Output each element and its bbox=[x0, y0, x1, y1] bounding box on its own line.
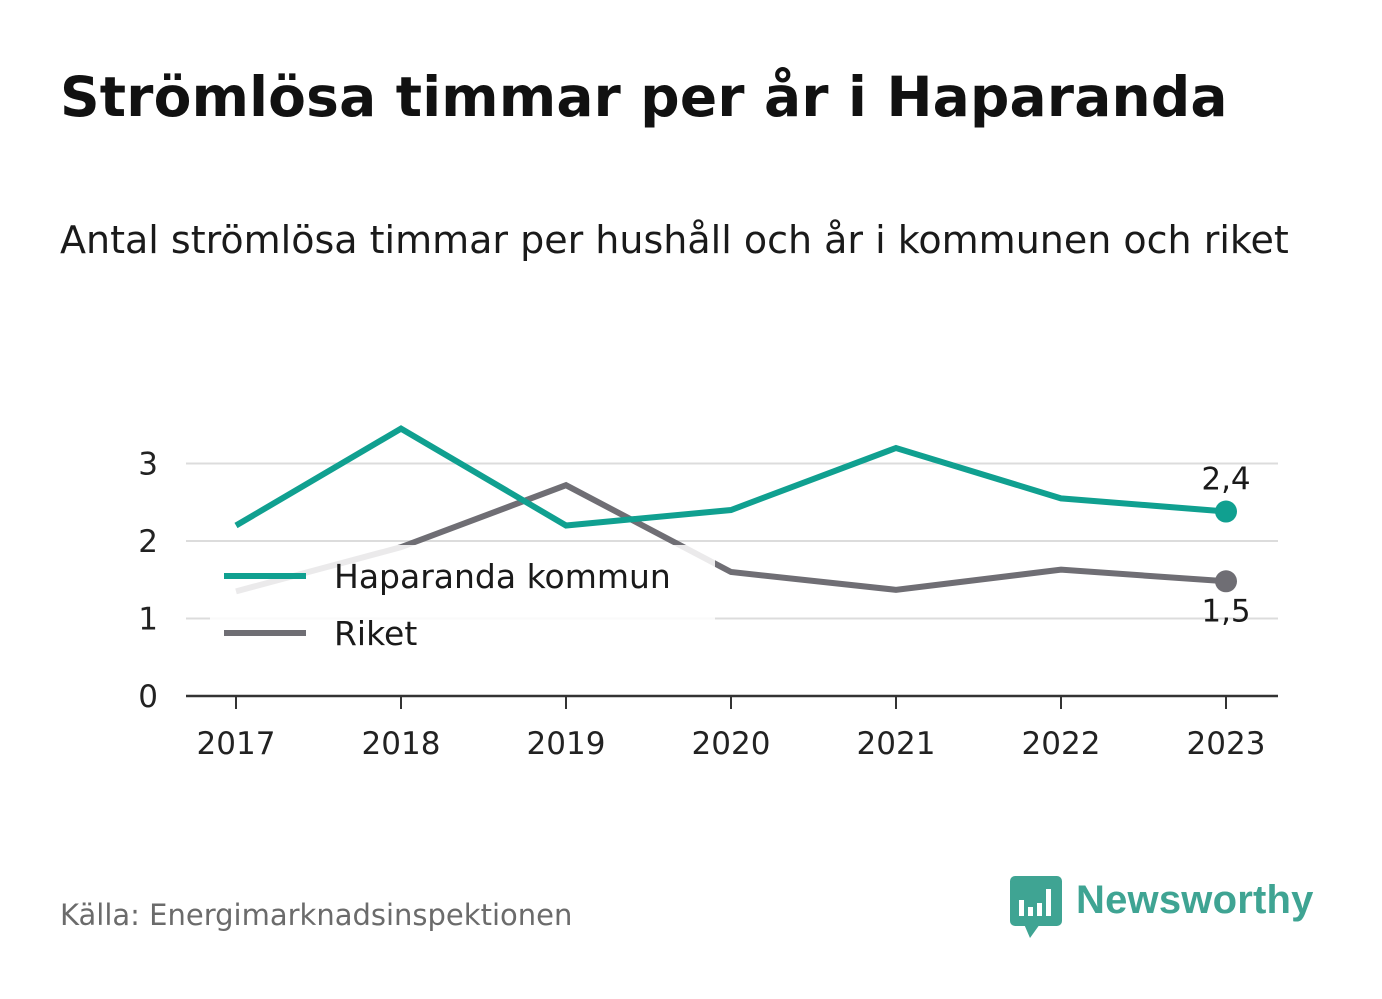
end-value-label: 2,4 bbox=[1201, 462, 1250, 498]
x-tick-label: 2023 bbox=[1187, 726, 1266, 762]
end-markers: 2,4 1,5 bbox=[1201, 462, 1250, 630]
legend-background bbox=[210, 545, 715, 673]
legend: Haparanda kommun Riket bbox=[210, 545, 715, 673]
legend-label: Riket bbox=[334, 614, 417, 653]
end-point bbox=[1215, 500, 1237, 523]
brand-logo: Newsworthy bbox=[1010, 876, 1314, 942]
source-note: Källa: Energimarknadsinspektionen bbox=[60, 898, 573, 932]
x-tick-label: 2019 bbox=[527, 726, 606, 762]
x-tick-label: 2022 bbox=[1022, 726, 1101, 762]
x-axis-ticks: 2017 2018 2019 2020 2021 2022 2023 bbox=[197, 696, 1266, 762]
x-tick-label: 2018 bbox=[362, 726, 441, 762]
y-tick-label: 2 bbox=[138, 524, 158, 560]
y-tick-label: 3 bbox=[138, 447, 158, 483]
legend-label: Haparanda kommun bbox=[334, 557, 671, 596]
series-line-haparanda bbox=[234, 425, 1227, 529]
x-tick-label: 2017 bbox=[197, 726, 276, 762]
x-tick-label: 2020 bbox=[692, 726, 771, 762]
brand-name: Newsworthy bbox=[1076, 878, 1314, 922]
y-tick-label: 1 bbox=[138, 602, 158, 638]
chart-subtitle: Antal strömlösa timmar per hushåll och å… bbox=[60, 218, 1289, 262]
y-axis-ticks: 0 1 2 3 bbox=[138, 447, 158, 716]
page-title: Strömlösa timmar per år i Haparanda bbox=[60, 65, 1228, 129]
newsworthy-logo-icon bbox=[1010, 876, 1062, 938]
end-value-label: 1,5 bbox=[1201, 593, 1250, 629]
x-tick-label: 2021 bbox=[857, 726, 936, 762]
y-tick-label: 0 bbox=[138, 679, 158, 715]
end-point bbox=[1215, 570, 1237, 593]
